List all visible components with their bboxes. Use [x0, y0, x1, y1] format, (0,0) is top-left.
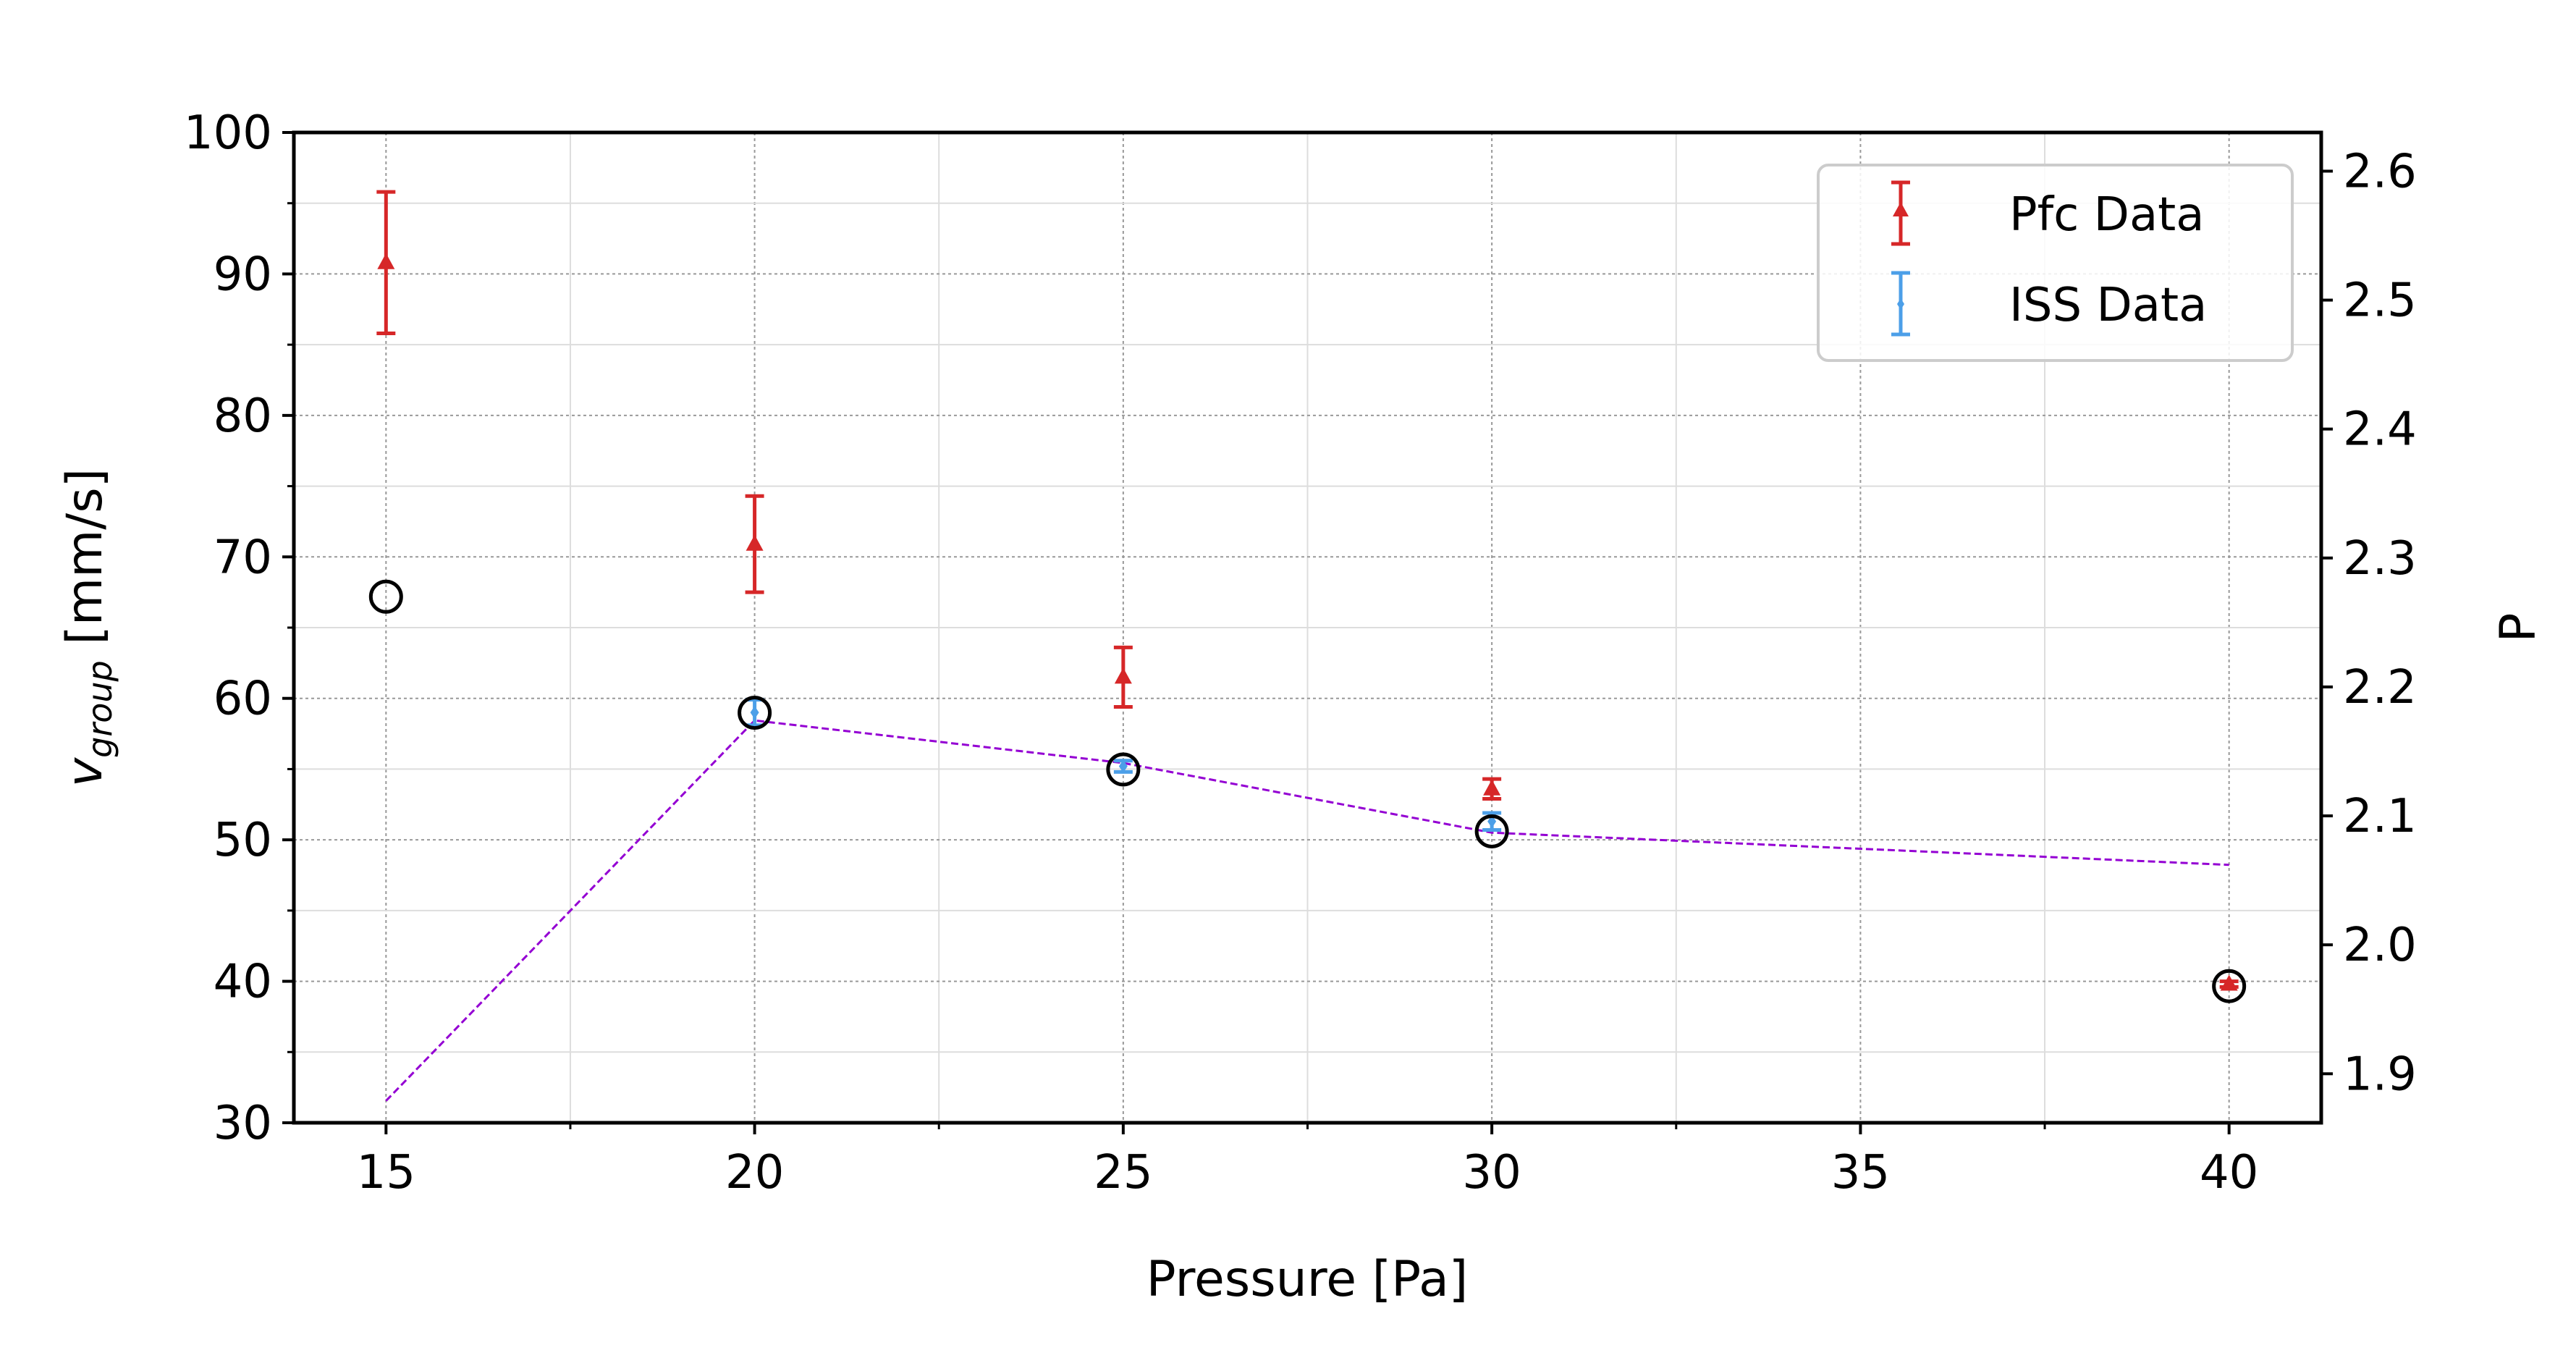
y2-tick-label: 2.1 [2343, 790, 2417, 843]
y-axis-title-unit: [mm/s] [56, 468, 114, 661]
legend-pfc-label: Pfc Data [2009, 188, 2204, 242]
model-dashed-line [385, 719, 2229, 1102]
y2-axis-title: P [2490, 612, 2547, 642]
y2-tick-label: 2.5 [2343, 274, 2417, 328]
x-tick-label: 35 [1831, 1146, 1890, 1199]
pfc-data-point [746, 534, 764, 551]
pfc-data-point [377, 253, 395, 269]
ticks: 15 20 25 30 35 40 30 40 50 60 70 80 90 100 1.9 2.0 2.1 2.… [184, 106, 2417, 1199]
y-tick-label: 90 [214, 248, 272, 301]
y-tick-label: 40 [214, 956, 272, 1009]
x-tick-label: 40 [2200, 1146, 2258, 1199]
series-layer [368, 190, 2247, 1102]
y-axis-title: vgroup [mm/s] [56, 468, 119, 787]
x-tick-label: 15 [357, 1146, 415, 1199]
legend-iss-marker [1891, 271, 1910, 337]
pfc-data-point [1483, 779, 1501, 796]
p-open-circle-point [2212, 969, 2247, 1003]
legend-iss-label: ISS Data [2009, 279, 2207, 332]
y-tick-label: 100 [184, 106, 272, 160]
p-open-circle-point [1474, 814, 1509, 848]
y-axis-title-sub: group [80, 660, 119, 758]
p-open-circle-point [738, 696, 772, 730]
legend-pfc-marker [1891, 180, 1910, 246]
y-tick-label: 50 [214, 814, 272, 867]
p-open-circle-point [368, 579, 403, 614]
y2-tick-label: 2.6 [2343, 145, 2417, 198]
y-tick-label: 60 [214, 672, 272, 726]
y2-tick-label: 2.3 [2343, 532, 2417, 586]
y2-tick-label: 1.9 [2343, 1047, 2417, 1101]
iss-data-point [750, 706, 759, 720]
x-tick-label: 25 [1094, 1146, 1152, 1199]
y-tick-label: 30 [214, 1097, 272, 1150]
y-tick-label: 80 [214, 389, 272, 443]
x-axis-title: Pressure [Pa] [1146, 1251, 1469, 1308]
legend-box [1817, 164, 2294, 362]
y2-tick-label: 2.2 [2343, 661, 2417, 714]
iss-data-point [1118, 759, 1128, 773]
iss-data-point [1487, 814, 1497, 828]
pfc-data-point [2220, 974, 2238, 991]
x-tick-label: 30 [1462, 1146, 1521, 1199]
x-tick-label: 20 [725, 1146, 784, 1199]
y-tick-label: 70 [214, 531, 272, 584]
p-open-circle-point [1106, 752, 1141, 787]
y2-tick-label: 2.0 [2343, 919, 2417, 972]
y-axis-title-main: v [56, 756, 114, 787]
legend: Pfc Data ISS Data [1817, 164, 2294, 362]
pfc-data-point [1114, 667, 1132, 684]
y2-tick-label: 2.4 [2343, 403, 2417, 457]
